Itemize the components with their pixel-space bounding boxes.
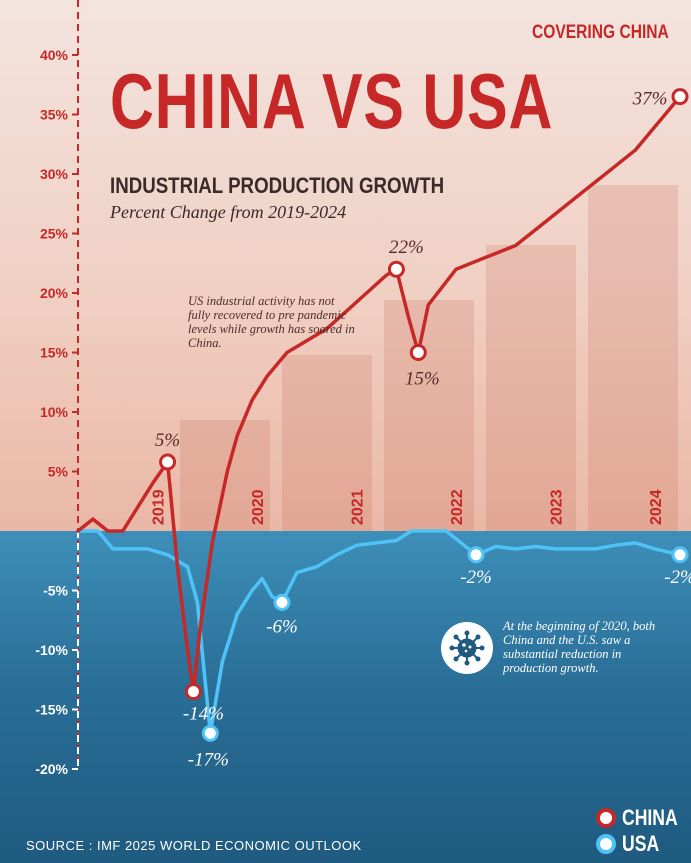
legend-item-china: CHINA <box>596 805 691 831</box>
data-point-china <box>159 453 177 471</box>
x-tick-label: 2021 <box>350 489 367 525</box>
data-label: -2% <box>664 567 691 588</box>
annotation-2020-reduction: At the beginning of 2020, both China and… <box>503 619 656 675</box>
data-label: 15% <box>405 369 440 390</box>
x-tick-label: 2024 <box>648 489 665 525</box>
legend: CHINA USA <box>596 805 691 857</box>
y-tick-label: -20% <box>35 761 68 777</box>
x-tick-label: 2023 <box>549 489 566 525</box>
annotation-us-recovery: US industrial activity has not fully rec… <box>188 294 355 350</box>
background-bar <box>384 300 474 531</box>
y-tick-label: 40% <box>40 47 69 63</box>
y-tick-label: 35% <box>40 107 69 123</box>
series-line-usa <box>76 529 682 736</box>
data-point-china <box>409 344 427 361</box>
data-point-usa <box>671 546 689 564</box>
y-tick-label: -5% <box>43 583 68 599</box>
y-tick-label: 10% <box>40 404 69 420</box>
brand-logo: COVERING CHINA <box>532 22 669 43</box>
legend-label-china: CHINA <box>622 805 678 830</box>
virus-icon <box>441 622 493 674</box>
data-label: 22% <box>389 237 424 258</box>
data-point-usa <box>467 546 485 564</box>
data-point-china <box>671 88 689 106</box>
data-label: 37% <box>632 89 668 110</box>
y-tick-label: -15% <box>35 702 68 718</box>
data-label: -14% <box>183 704 224 725</box>
background-bar <box>486 245 576 531</box>
source-note: SOURCE : IMF 2025 WORLD ECONOMIC OUTLOOK <box>26 838 362 853</box>
y-tick-label: -10% <box>35 642 68 658</box>
background-bar <box>282 355 372 531</box>
chart-subtitle: INDUSTRIAL PRODUCTION GROWTH <box>110 173 445 198</box>
x-tick-label: 2020 <box>250 489 267 525</box>
data-label: 5% <box>155 430 180 451</box>
chart-subtitle-2: Percent Change from 2019-2024 <box>110 202 347 222</box>
data-label: -2% <box>460 567 492 588</box>
y-tick-label: 5% <box>48 464 69 480</box>
data-label: -6% <box>266 616 298 637</box>
data-point-china <box>387 260 405 278</box>
negative-band <box>0 531 691 863</box>
y-tick-label: 25% <box>40 226 69 242</box>
series-line-china <box>76 94 682 694</box>
data-point-usa <box>273 593 291 611</box>
data-label: -17% <box>188 749 229 770</box>
legend-item-usa: USA <box>596 831 691 857</box>
y-tick-label: 20% <box>40 285 69 301</box>
x-tick-label: 2022 <box>449 489 466 525</box>
legend-marker-china <box>596 808 616 828</box>
background-bar <box>588 185 678 531</box>
x-tick-label: 2019 <box>151 489 168 525</box>
legend-label-usa: USA <box>622 831 660 856</box>
legend-marker-usa <box>596 834 616 854</box>
y-tick-label: 15% <box>40 345 69 361</box>
chart-title: CHINA VS USA <box>110 57 554 145</box>
virus-glyph <box>449 630 485 666</box>
data-point-usa <box>201 724 219 742</box>
y-tick-label: 30% <box>40 166 69 182</box>
data-point-china <box>184 683 202 701</box>
